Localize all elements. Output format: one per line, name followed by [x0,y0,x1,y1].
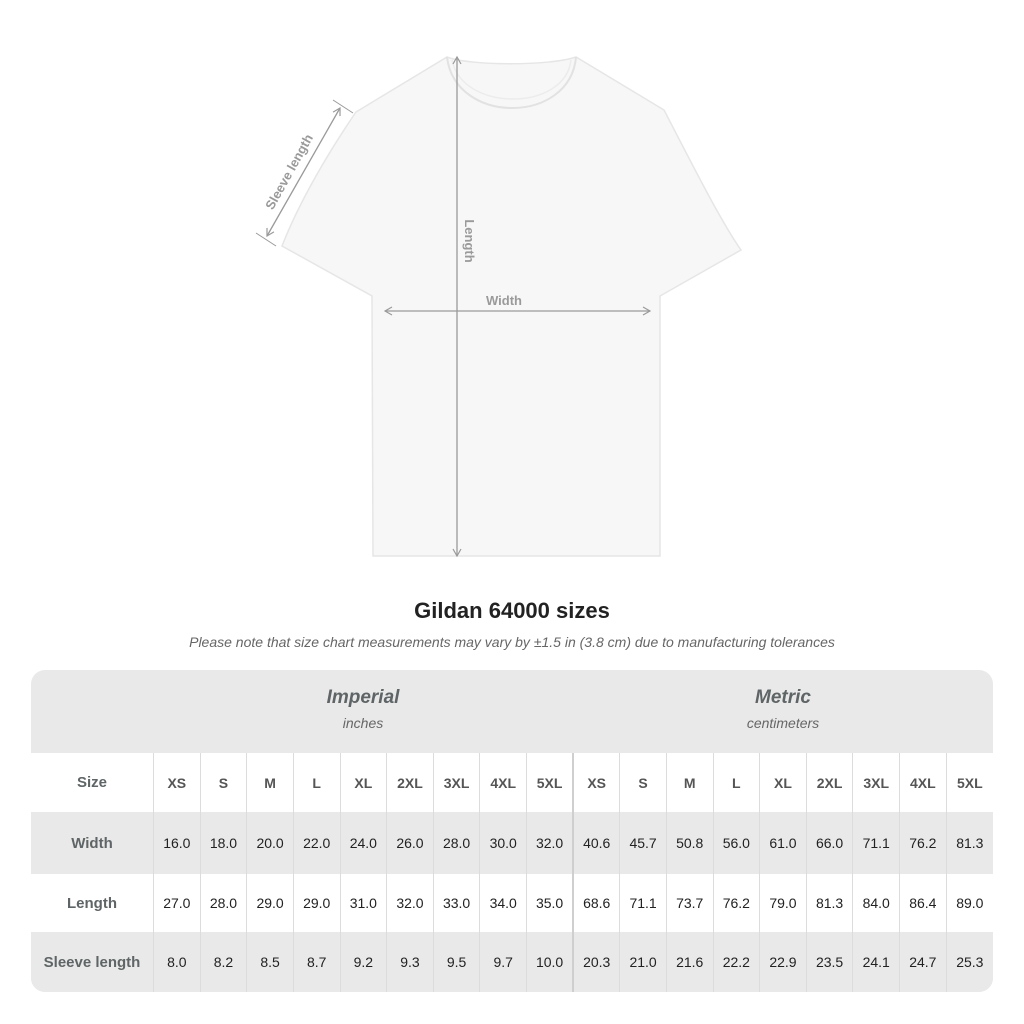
metric-cell: 84.0 [852,874,900,932]
imperial-title: Imperial [326,687,400,708]
metric-size-header: M [665,753,713,812]
metric-cell: 56.0 [712,812,760,874]
imperial-size-header: S [199,753,247,812]
table-row: Width 16.0 18.0 20.0 22.0 24.0 26.0 28.0 30.0 32.… [31,812,993,874]
metric-cell: 24.1 [852,932,900,992]
metric-cell: 23.5 [805,932,853,992]
metric-size-header: XS [572,753,620,812]
metric-cell: 76.2 [712,874,760,932]
row-label: Width [31,812,154,874]
imperial-cell: 16.0 [153,812,201,874]
imperial-cell: 28.0 [432,812,480,874]
size-grid: Size XS S M L XL 2XL 3XL 4XL 5XL XS S M L XL 2XL 3XL 4XL 5… [31,753,993,992]
imperial-cell: 27.0 [153,874,201,932]
imperial-cell: 8.2 [199,932,247,992]
tolerance-note: Please note that size chart measurements… [189,634,835,650]
metric-cell: 20.3 [572,932,620,992]
imperial-cell: 22.0 [292,812,340,874]
metric-cell: 79.0 [759,874,807,932]
imperial-header: Imperial inches [153,670,573,753]
imperial-cell: 33.0 [432,874,480,932]
imperial-cell: 9.5 [432,932,480,992]
imperial-cell: 30.0 [479,812,527,874]
table-row: Length 27.0 28.0 29.0 29.0 31.0 32.0 33.0 34.0 35… [31,874,993,932]
metric-cell: 86.4 [899,874,947,932]
imperial-unit: inches [342,715,384,731]
imperial-cell: 9.2 [339,932,387,992]
row-label: Sleeve length [31,932,154,992]
metric-cell: 21.0 [619,932,667,992]
imperial-size-header: 5XL [526,753,574,812]
metric-cell: 66.0 [805,812,853,874]
imperial-cell: 24.0 [339,812,387,874]
metric-cell: 76.2 [899,812,947,874]
imperial-cell: 32.0 [526,812,574,874]
imperial-size-header: M [246,753,294,812]
metric-cell: 81.3 [805,874,853,932]
imperial-cell: 9.7 [479,932,527,992]
metric-size-header: XL [759,753,807,812]
metric-size-header: 2XL [805,753,853,812]
imperial-cell: 29.0 [246,874,294,932]
metric-cell: 71.1 [852,812,900,874]
size-header-row: Size XS S M L XL 2XL 3XL 4XL 5XL XS S M L XL 2XL 3XL 4XL 5… [31,753,993,812]
metric-cell: 45.7 [619,812,667,874]
metric-size-header: L [712,753,760,812]
imperial-cell: 9.3 [386,932,434,992]
imperial-cell: 8.7 [292,932,340,992]
metric-cell: 24.7 [899,932,947,992]
width-label: Width [486,293,522,308]
metric-cell: 50.8 [665,812,713,874]
metric-cell: 22.2 [712,932,760,992]
metric-header: Metric centimeters [573,670,993,753]
imperial-size-header: 4XL [479,753,527,812]
tshirt-diagram: Sleeve length Length Width [255,55,743,558]
length-label: Length [462,219,477,262]
row-label: Size [31,753,154,812]
metric-cell: 81.3 [945,812,993,874]
imperial-cell: 26.0 [386,812,434,874]
metric-cell: 25.3 [945,932,993,992]
metric-cell: 61.0 [759,812,807,874]
metric-size-header: 4XL [899,753,947,812]
row-label: Length [31,874,154,932]
imperial-cell: 31.0 [339,874,387,932]
metric-unit: centimeters [746,715,820,731]
metric-cell: 89.0 [945,874,993,932]
imperial-cell: 28.0 [199,874,247,932]
sleeve-arrow [266,106,341,238]
imperial-cell: 20.0 [246,812,294,874]
metric-cell: 40.6 [572,812,620,874]
imperial-size-header: 2XL [386,753,434,812]
page-title: Gildan 64000 sizes [414,598,610,623]
imperial-cell: 29.0 [292,874,340,932]
metric-cell: 21.6 [665,932,713,992]
imperial-cell: 34.0 [479,874,527,932]
imperial-cell: 32.0 [386,874,434,932]
metric-cell: 68.6 [572,874,620,932]
metric-size-header: 5XL [945,753,993,812]
metric-size-header: S [619,753,667,812]
imperial-cell: 35.0 [526,874,574,932]
metric-title: Metric [755,687,811,708]
imperial-size-header: XS [153,753,201,812]
imperial-cell: 18.0 [199,812,247,874]
imperial-size-header: 3XL [432,753,480,812]
metric-cell: 71.1 [619,874,667,932]
sleeve-tick-top [332,99,354,114]
table-row: Sleeve length 8.0 8.2 8.5 8.7 9.2 9.3 9.5 9.7 10.… [31,932,993,992]
imperial-cell: 8.5 [246,932,294,992]
imperial-cell: 8.0 [153,932,201,992]
imperial-cell: 10.0 [526,932,574,992]
metric-cell: 22.9 [759,932,807,992]
metric-size-header: 3XL [852,753,900,812]
sleeve-tick-bottom [255,232,277,247]
metric-cell: 73.7 [665,874,713,932]
size-table: Imperial inches Metric centimeters Size X… [31,670,993,992]
imperial-size-header: XL [339,753,387,812]
imperial-size-header: L [292,753,340,812]
